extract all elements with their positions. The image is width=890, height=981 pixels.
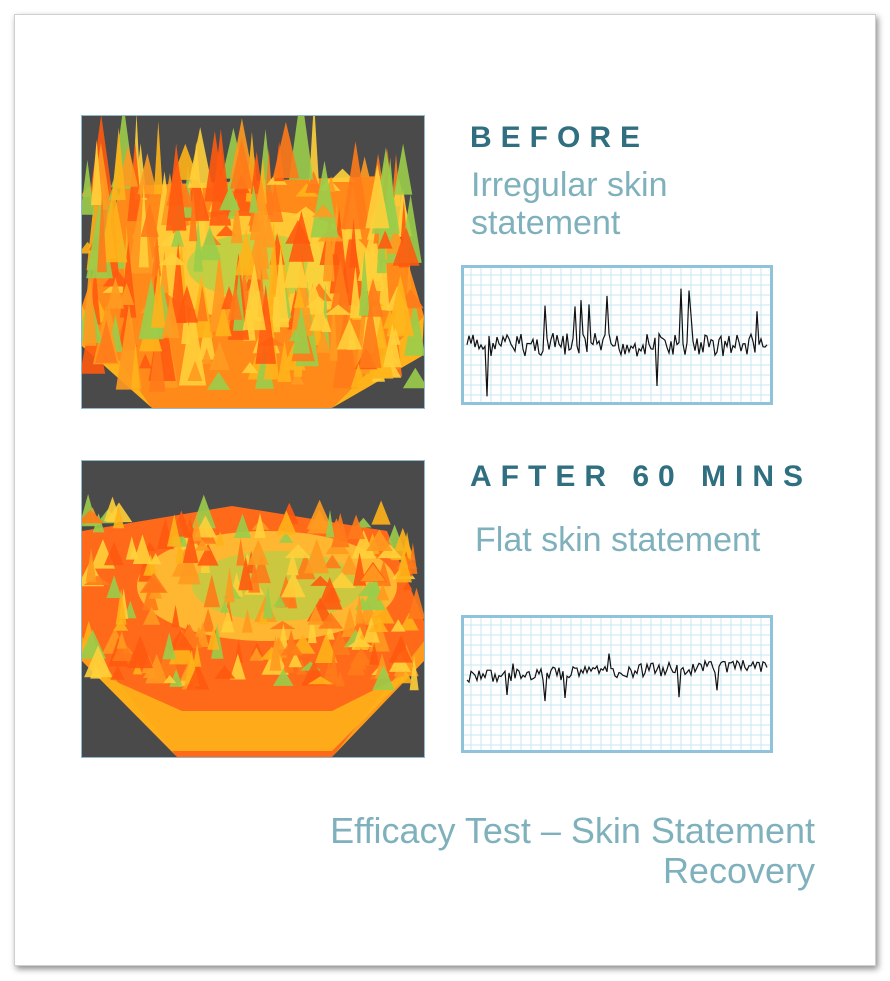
- figure-caption: Efficacy Test – Skin Statement Recovery: [330, 810, 815, 891]
- after-heading: AFTER 60 MINS: [470, 460, 813, 493]
- grid-lines: [461, 615, 773, 753]
- figure-frame: BEFORE Irregular skin statement AFTER 60…: [14, 14, 876, 966]
- before-profile-trace: [461, 265, 773, 405]
- profile-line: [466, 653, 768, 702]
- before-heading: BEFORE: [470, 121, 650, 154]
- after-description: Flat skin statement: [475, 521, 761, 559]
- before-3d-surface-image: [81, 115, 425, 409]
- grid-lines: [461, 265, 773, 405]
- after-3d-surface-image: [81, 460, 425, 758]
- profile-line: [466, 288, 768, 397]
- after-profile-trace: [461, 615, 773, 753]
- before-description: Irregular skin statement: [471, 166, 668, 242]
